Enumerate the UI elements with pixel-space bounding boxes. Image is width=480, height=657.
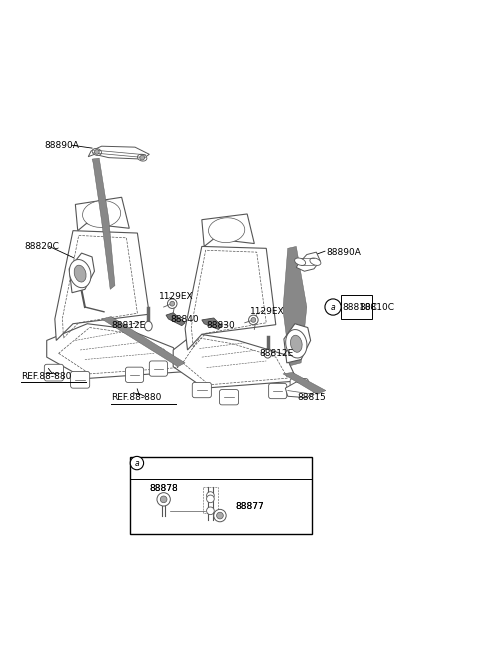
Text: 88840: 88840 <box>171 315 199 324</box>
Ellipse shape <box>74 265 86 282</box>
FancyBboxPatch shape <box>269 384 287 399</box>
Ellipse shape <box>290 335 302 352</box>
Circle shape <box>249 315 258 325</box>
Ellipse shape <box>310 258 321 265</box>
Text: 88815: 88815 <box>297 393 326 402</box>
Text: 88877: 88877 <box>235 501 264 510</box>
Polygon shape <box>185 246 276 350</box>
Bar <box>130 457 312 533</box>
Text: 88830: 88830 <box>206 321 235 330</box>
Polygon shape <box>69 253 95 293</box>
Text: 88820C: 88820C <box>24 242 59 251</box>
Circle shape <box>216 512 223 519</box>
Polygon shape <box>284 324 311 363</box>
Ellipse shape <box>137 154 147 161</box>
Text: a: a <box>331 302 336 311</box>
Ellipse shape <box>286 330 307 358</box>
Polygon shape <box>88 147 149 159</box>
Circle shape <box>168 299 177 308</box>
Text: 1129EX: 1129EX <box>250 307 284 316</box>
Text: 88877: 88877 <box>235 501 264 510</box>
Polygon shape <box>102 317 185 367</box>
Bar <box>341 295 372 319</box>
Polygon shape <box>202 318 222 329</box>
Circle shape <box>206 507 214 514</box>
Polygon shape <box>47 324 188 378</box>
Text: 88890A: 88890A <box>326 248 361 257</box>
Text: a: a <box>134 459 139 468</box>
Circle shape <box>251 317 256 323</box>
Polygon shape <box>173 333 297 388</box>
Polygon shape <box>285 382 315 397</box>
FancyBboxPatch shape <box>125 367 144 382</box>
Text: REF.88-880: REF.88-880 <box>22 372 72 380</box>
Polygon shape <box>75 197 129 231</box>
Text: 1129EX: 1129EX <box>159 292 193 301</box>
Ellipse shape <box>208 217 245 242</box>
Polygon shape <box>296 252 320 271</box>
Circle shape <box>170 302 175 306</box>
FancyBboxPatch shape <box>219 390 239 405</box>
Polygon shape <box>202 214 254 246</box>
Circle shape <box>130 457 144 470</box>
Text: 88810C: 88810C <box>360 302 394 311</box>
FancyBboxPatch shape <box>71 371 90 388</box>
Text: REF.88-880: REF.88-880 <box>111 393 162 402</box>
FancyBboxPatch shape <box>44 364 63 381</box>
Text: 88812E: 88812E <box>111 321 145 330</box>
Polygon shape <box>55 231 149 340</box>
Circle shape <box>160 496 167 503</box>
Ellipse shape <box>92 148 102 156</box>
Ellipse shape <box>295 258 306 265</box>
Circle shape <box>157 493 170 506</box>
FancyBboxPatch shape <box>290 378 308 394</box>
Circle shape <box>206 495 214 503</box>
FancyBboxPatch shape <box>149 361 168 376</box>
FancyBboxPatch shape <box>192 382 211 397</box>
Circle shape <box>325 299 341 315</box>
Text: 88810C: 88810C <box>342 302 377 311</box>
Polygon shape <box>166 313 185 326</box>
Polygon shape <box>283 373 326 394</box>
Text: 88812E: 88812E <box>259 349 293 358</box>
Circle shape <box>206 491 214 499</box>
Ellipse shape <box>264 349 272 358</box>
Polygon shape <box>283 246 307 366</box>
Text: 88878: 88878 <box>149 484 178 493</box>
Text: 88878: 88878 <box>149 484 178 493</box>
Circle shape <box>140 155 144 160</box>
Text: 88890A: 88890A <box>44 141 79 150</box>
Circle shape <box>214 509 226 522</box>
Ellipse shape <box>69 260 91 288</box>
Ellipse shape <box>83 200 120 227</box>
Polygon shape <box>92 158 115 289</box>
Ellipse shape <box>144 321 152 331</box>
Circle shape <box>95 150 99 154</box>
